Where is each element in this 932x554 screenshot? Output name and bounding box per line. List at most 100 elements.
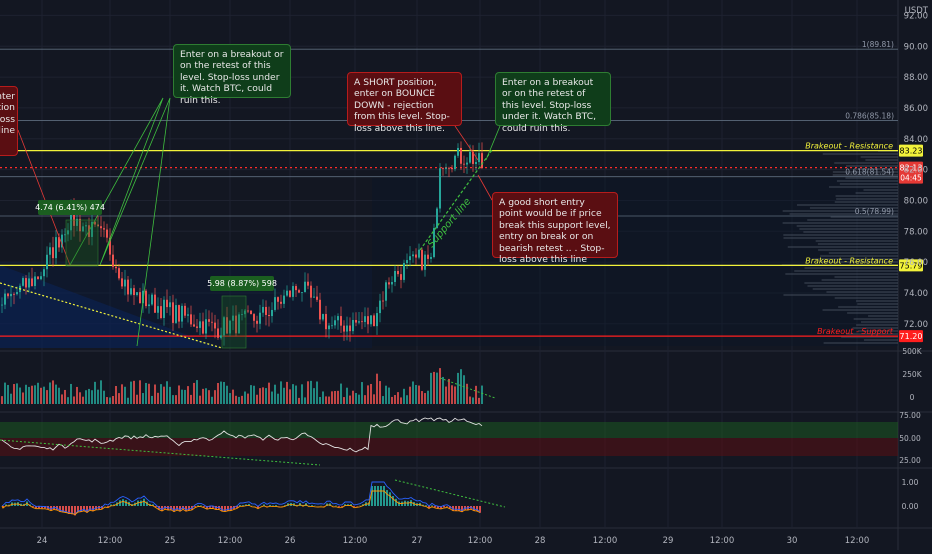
volume-bar xyxy=(367,385,369,404)
candle-body xyxy=(460,148,462,164)
candle-body xyxy=(277,297,279,302)
candle-body xyxy=(127,280,129,295)
volume-bar xyxy=(37,383,39,404)
volume-bar xyxy=(238,397,240,404)
volume-bar xyxy=(193,383,195,404)
level-label: Brakeout - Resistance xyxy=(805,256,893,265)
volume-bar xyxy=(232,390,234,404)
candle-body xyxy=(421,250,423,270)
candle-body xyxy=(187,314,189,315)
volume-bar xyxy=(310,381,312,404)
volume-bar xyxy=(250,385,252,404)
time-tick-label: 25 xyxy=(165,536,176,546)
volume-bar xyxy=(55,385,57,404)
volume-bar xyxy=(472,397,474,404)
volume-bar xyxy=(100,380,102,404)
volume-bar xyxy=(139,380,141,404)
volume-bar xyxy=(247,394,249,404)
macd-histogram-bar xyxy=(386,490,388,506)
volume-bar xyxy=(316,382,318,404)
time-tick-label: 12:00 xyxy=(593,536,618,546)
volume-bar xyxy=(439,368,441,404)
volume-bar xyxy=(94,382,96,404)
macd-histogram-bar xyxy=(374,486,376,506)
volume-profile-bar xyxy=(794,270,898,272)
candle-body xyxy=(268,315,270,316)
volume-bar xyxy=(97,390,99,404)
volume-tick-label: 250K xyxy=(902,370,922,379)
candle-body xyxy=(217,328,219,337)
annotation-short-partial: ition, enter DOWN - rejection level. Sto… xyxy=(0,86,18,156)
candle-body xyxy=(166,300,168,307)
candle-body xyxy=(265,307,267,315)
volume-bar xyxy=(292,384,294,404)
candle-body xyxy=(115,267,117,268)
volume-bar xyxy=(370,384,372,404)
fib-label: 0.618(81.54) xyxy=(845,168,894,177)
volume-bar xyxy=(121,384,123,404)
candle-body xyxy=(55,237,57,258)
volume-profile-bar xyxy=(783,237,898,239)
annotation-text: level. Stop-loss xyxy=(0,114,15,125)
price-tick-label: 72.00 xyxy=(904,320,928,330)
price-tick-label: 80.00 xyxy=(904,196,928,206)
candle-body xyxy=(220,335,222,337)
candle-body xyxy=(397,271,399,274)
rsi-tick-label: 50.00 xyxy=(899,434,921,443)
candle-body xyxy=(157,306,159,313)
volume-bar xyxy=(31,386,33,404)
candle-body xyxy=(409,256,411,260)
price-tick-label: 82.00 xyxy=(904,166,928,176)
candle-body xyxy=(469,152,471,163)
volume-bar xyxy=(205,388,207,404)
volume-profile-bar xyxy=(807,219,898,221)
volume-bar xyxy=(298,398,300,404)
candle-body xyxy=(418,250,420,258)
volume-profile-bar xyxy=(847,312,898,314)
candle-body xyxy=(259,313,261,324)
volume-profile-bar xyxy=(856,192,898,194)
candle-body xyxy=(112,255,114,267)
volume-bar xyxy=(61,394,63,404)
candle-body xyxy=(406,260,408,263)
volume-bar xyxy=(253,386,255,404)
volume-bar xyxy=(172,395,174,404)
volume-bar xyxy=(337,391,339,404)
volume-bar xyxy=(277,394,279,404)
volume-profile-bar xyxy=(854,318,898,320)
candle-body xyxy=(385,282,387,300)
volume-bar xyxy=(40,388,42,404)
volume-bar xyxy=(424,393,426,404)
volume-bar xyxy=(244,391,246,404)
range-zone xyxy=(0,262,372,348)
volume-bar xyxy=(136,395,138,404)
volume-bar xyxy=(1,396,3,404)
price-tick-label: 84.00 xyxy=(904,135,928,145)
volume-profile-bar xyxy=(803,231,898,233)
volume-tick-label: 0 xyxy=(910,393,915,402)
time-tick-label: 28 xyxy=(535,536,546,546)
volume-bar xyxy=(181,390,183,404)
candle-body xyxy=(478,153,480,162)
volume-bar xyxy=(133,381,135,404)
volume-profile-bar xyxy=(818,249,898,251)
volume-bar xyxy=(85,390,87,404)
volume-bar xyxy=(49,382,51,404)
volume-bar xyxy=(142,393,144,404)
volume-bar xyxy=(322,391,324,404)
volume-bar xyxy=(376,374,378,404)
macd-histogram-bar xyxy=(203,506,205,507)
volume-bar xyxy=(160,384,162,404)
volume-profile-bar xyxy=(835,201,898,203)
volume-profile-bar xyxy=(823,309,898,311)
volume-bar xyxy=(235,396,237,404)
candle-body xyxy=(457,148,459,156)
macd-histogram-bar xyxy=(380,486,382,506)
volume-bar xyxy=(82,397,84,404)
volume-bar xyxy=(274,385,276,404)
volume-bar xyxy=(91,390,93,404)
volume-bar xyxy=(442,377,444,404)
volume-bar xyxy=(463,375,465,404)
volume-bar xyxy=(283,388,285,404)
